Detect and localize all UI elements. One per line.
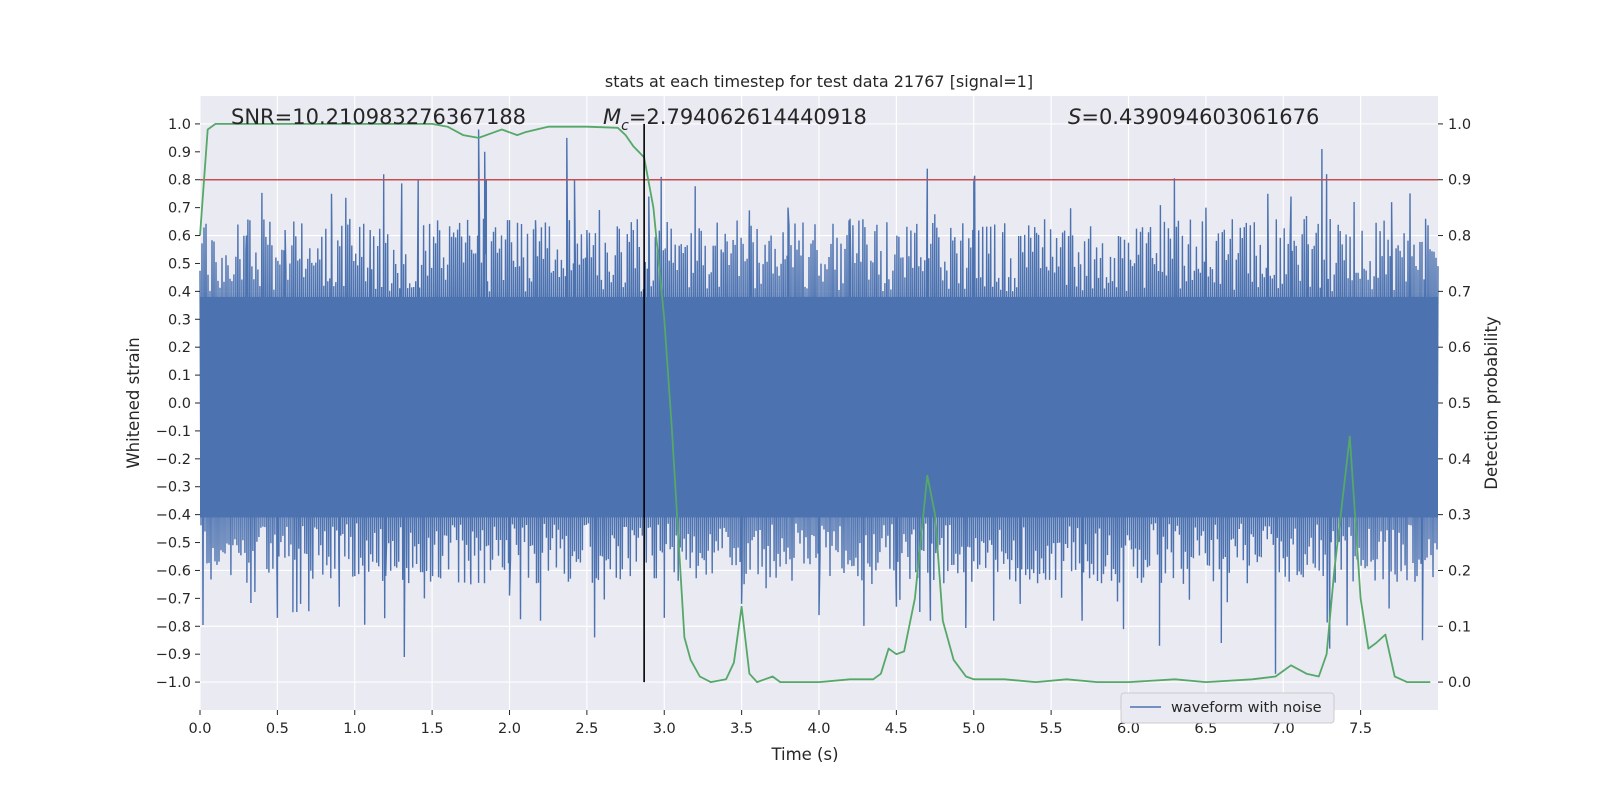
x-tick-label-12: 6.0 (1117, 721, 1140, 737)
y-left-tick-label-11: −0.1 (156, 424, 191, 440)
x-axis-label: Time (s) (770, 745, 838, 764)
x-tick-label-11: 5.5 (1040, 721, 1063, 737)
y-left-tick-label-13: −0.3 (156, 480, 191, 496)
y-left-tick-label-4: 0.6 (168, 229, 191, 245)
x-tick-label-0: 0.0 (188, 721, 211, 737)
y-left-tick-label-17: −0.7 (156, 591, 191, 607)
y-right-tick-label-10: 0.0 (1448, 675, 1471, 691)
waveform-dense-band (200, 296, 1438, 518)
y-right-tick-label-5: 0.5 (1448, 396, 1471, 412)
snr-annotation: SNR=10.210983276367188 (231, 105, 526, 129)
y-right-tick-label-2: 0.8 (1448, 229, 1471, 245)
y-left-tick-label-2: 0.8 (168, 173, 191, 189)
y-left-tick-label-10: 0.0 (168, 396, 191, 412)
y-left-tick-label-8: 0.2 (168, 340, 191, 356)
y-right-tick-label-7: 0.3 (1448, 508, 1471, 524)
legend: waveform with noise (1120, 692, 1335, 724)
s-symbol: S (1068, 105, 1081, 129)
y-left-tick-label-5: 0.5 (168, 256, 191, 272)
s-annotation: S=0.439094603061676 (1068, 105, 1319, 129)
x-tick-label-8: 4.0 (807, 721, 830, 737)
y-right-tick-label-0: 1.0 (1448, 117, 1471, 133)
y-left-tick-label-16: −0.6 (156, 563, 191, 579)
x-tick-label-3: 1.5 (421, 721, 444, 737)
series-waveform-with-noise (199, 129, 1439, 674)
x-tick-label-4: 2.0 (498, 721, 521, 737)
legend-label-waveform: waveform with noise (1171, 700, 1322, 716)
x-tick-label-13: 6.5 (1194, 721, 1217, 737)
y-left-tick-label-19: −0.9 (156, 647, 191, 663)
legend-box (1120, 692, 1335, 724)
y-right-tick-labels: 1.0 0.9 0.8 0.7 0.6 0.5 0.4 0.3 0.2 0.1 0.0 (1438, 117, 1471, 691)
y-left-tick-label-7: 0.3 (168, 312, 191, 328)
y-right-tick-label-9: 0.1 (1448, 619, 1471, 635)
x-tick-labels: 0.0 0.5 1.0 1.5 2.0 2.5 3.0 3.5 4.0 4.5 5.0 5.5 6.0 6… (188, 710, 1372, 737)
series-detection-probability (199, 123, 1431, 683)
mc-value: =2.794062614440918 (629, 105, 867, 129)
y-left-tick-label-6: 0.4 (168, 284, 191, 300)
y-right-tick-label-4: 0.6 (1448, 340, 1471, 356)
y-left-tick-label-3: 0.7 (168, 201, 191, 217)
probability-line (199, 123, 1431, 683)
y-right-tick-label-6: 0.4 (1448, 452, 1471, 468)
x-tick-label-1: 0.5 (266, 721, 289, 737)
y-left-tick-label-12: −0.2 (156, 452, 191, 468)
y-left-tick-label-0: 1.0 (168, 117, 191, 133)
x-tick-label-6: 3.0 (653, 721, 676, 737)
y-left-tick-label-1: 0.9 (168, 145, 191, 161)
y-left-tick-label-20: −1.0 (156, 675, 191, 691)
y-left-tick-label-15: −0.5 (156, 536, 191, 552)
y-left-tick-labels: 1.0 0.9 0.8 0.7 0.6 0.5 0.4 0.3 0.2 0.1 0.0 −0.1 −0.… (156, 117, 200, 691)
x-tick-label-10: 5.0 (962, 721, 985, 737)
mc-symbol: M (603, 105, 621, 129)
x-tick-label-9: 4.5 (885, 721, 908, 737)
s-value: =0.439094603061676 (1081, 105, 1319, 129)
x-tick-label-5: 2.5 (575, 721, 598, 737)
y-axis-label-left: Whitened strain (124, 337, 143, 468)
y-right-tick-label-3: 0.7 (1448, 284, 1471, 300)
mc-annotation: Mc=2.794062614440918 (603, 105, 867, 134)
y-axis-label-right: Detection probability (1482, 316, 1501, 490)
x-tick-label-15: 7.5 (1349, 721, 1372, 737)
mc-subscript: c (621, 118, 629, 134)
x-tick-label-2: 1.0 (343, 721, 366, 737)
chart-title: stats at each timestep for test data 217… (605, 72, 1033, 91)
y-left-tick-label-18: −0.8 (156, 619, 191, 635)
x-tick-label-7: 3.5 (730, 721, 753, 737)
y-left-tick-label-14: −0.4 (156, 508, 191, 524)
y-right-tick-label-1: 0.9 (1448, 173, 1471, 189)
x-tick-label-14: 7.0 (1272, 721, 1295, 737)
y-right-tick-label-8: 0.2 (1448, 563, 1471, 579)
y-left-tick-label-9: 0.1 (168, 368, 191, 384)
